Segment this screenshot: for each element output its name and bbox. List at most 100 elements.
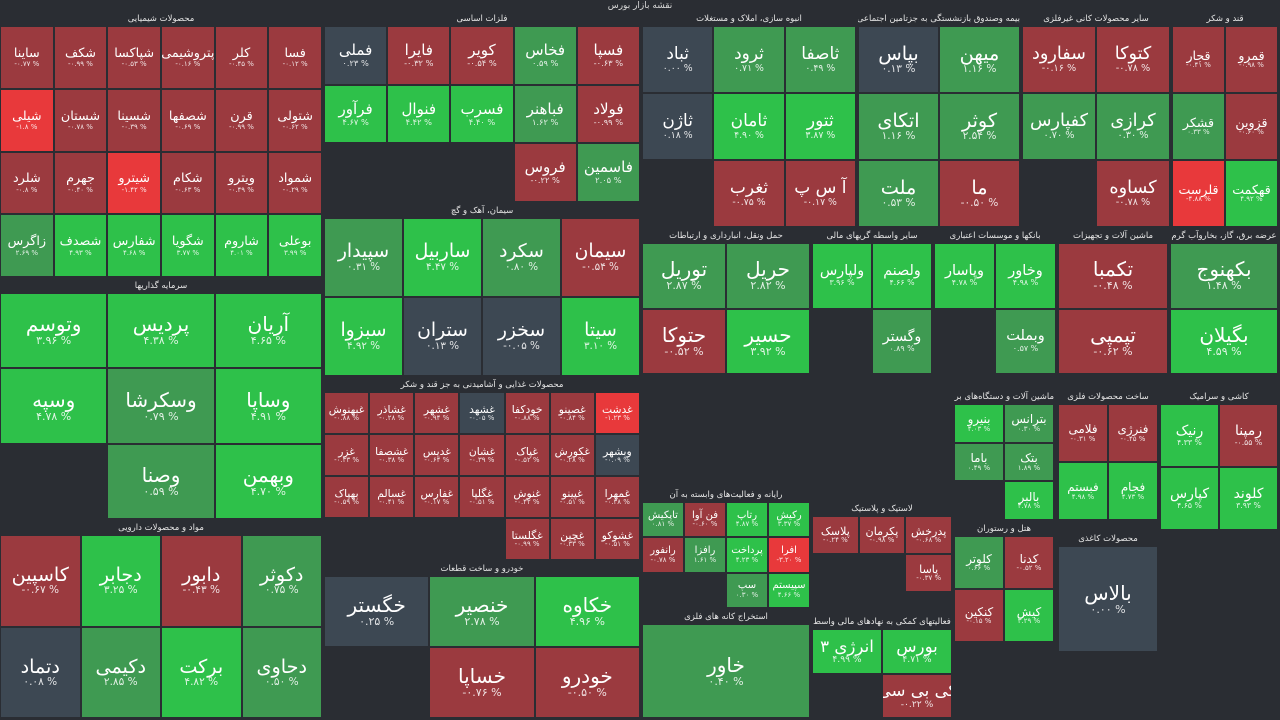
stock-tile[interactable]: بترانس ۰.۳۰ % (1004, 404, 1054, 443)
stock-tile[interactable]: بهپاک -۰.۵۹ % (324, 476, 370, 518)
stock-tile[interactable]: کفپارس ۰.۷۰ % (1022, 93, 1096, 160)
stock-tile[interactable]: انرژی ۳ ۴.۹۹ % (812, 629, 882, 674)
stock-tile[interactable]: غمهرا -۰.۳۸ % (594, 476, 640, 518)
stock-tile[interactable]: غپاک -۰.۵۲ % (504, 434, 550, 476)
stock-tile[interactable]: غشوکو -۰.۵۱ % (594, 518, 640, 560)
stock-tile[interactable]: وگستر ۰.۸۹ % (872, 308, 932, 374)
stock-tile[interactable]: رمپنا -۰.۵۵ % (1219, 404, 1278, 467)
stock-tile[interactable]: دتماد ۰.۰۸ % (0, 626, 81, 718)
stock-tile[interactable]: بتک ۱.۸۹ % (1004, 442, 1054, 482)
stock-tile[interactable]: شکف -۰.۹۹ % (53, 26, 108, 89)
stock-tile[interactable]: سیمان -۰.۵۴ % (561, 218, 640, 297)
stock-tile[interactable]: خکاوه ۴.۹۶ % (534, 576, 640, 647)
stock-tile[interactable]: بنیرو ۴.۰۳ % (954, 404, 1004, 443)
stock-tile[interactable]: کساوه -۰.۷۸ % (1096, 160, 1170, 227)
stock-tile[interactable]: ویترو -۰.۴۹ % (214, 151, 269, 215)
stock-tile[interactable]: شیلی -۱.۸ % (0, 88, 54, 152)
stock-tile[interactable]: حریل ۲.۸۲ % (726, 243, 810, 309)
stock-tile[interactable]: غدیس -۰.۶۴ % (414, 434, 460, 476)
stock-tile[interactable]: ولصنم ۴.۶۶ % (872, 243, 932, 309)
stock-tile[interactable]: خساپا -۰.۷۶ % (429, 647, 535, 718)
stock-tile[interactable]: توریل ۲.۸۷ % (642, 243, 726, 309)
stock-tile[interactable]: افرا -۳.۲۰ % (768, 537, 810, 573)
stock-tile[interactable]: غگلستا -۰.۹۹ % (504, 518, 550, 560)
stock-tile[interactable]: شیترو -۱.۴۲ % (107, 151, 161, 215)
stock-tile[interactable]: فن آوا -۰.۶۰ % (684, 502, 726, 538)
stock-tile[interactable]: بگیلان ۴.۵۹ % (1170, 308, 1278, 374)
stock-tile[interactable]: پاسا -۰.۳۷ % (905, 554, 952, 592)
stock-tile[interactable]: قزوین -۰.۶۰ % (1225, 93, 1278, 160)
stock-tile[interactable]: غشاذر -۰.۲۸ % (369, 392, 415, 434)
stock-tile[interactable]: غدشت -۱.۲۳ % (594, 392, 640, 434)
stock-tile[interactable]: سبزوا ۴.۹۲ % (324, 297, 403, 376)
stock-tile[interactable]: غسالم -۰.۴۱ % (369, 476, 415, 518)
stock-tile[interactable]: قلرست -۴.۸۸ % (1172, 160, 1225, 227)
stock-tile[interactable]: وپاسار ۴.۷۸ % (934, 243, 995, 309)
stock-tile[interactable]: وبهمن ۴.۷۰ % (214, 443, 322, 519)
stock-tile[interactable]: وخاور ۴.۹۸ % (995, 243, 1056, 309)
stock-tile[interactable]: غچین -۰.۳۳ % (549, 518, 595, 560)
stock-tile[interactable]: رنیک ۴.۳۳ % (1160, 404, 1219, 467)
stock-tile[interactable]: ملت ۰.۵۳ % (858, 160, 939, 227)
stock-tile[interactable]: غبهنوش -۰.۸۸ % (324, 392, 370, 434)
stock-tile[interactable]: پرداخت ۴.۲۳ % (726, 537, 768, 573)
stock-tile[interactable]: فبستم ۴.۹۸ % (1058, 462, 1108, 520)
stock-tile[interactable]: فسا -۰.۱۲ % (268, 26, 322, 89)
stock-tile[interactable]: قمرو -۰.۹۸ % (1225, 26, 1278, 93)
stock-tile[interactable]: غنوش -۰.۴۲ % (504, 476, 550, 518)
stock-tile[interactable]: دکوثر ۰.۷۵ % (241, 535, 322, 627)
stock-tile[interactable]: قرن -۰.۹۹ % (214, 88, 269, 152)
stock-tile[interactable]: ثاژن ۰.۱۸ % (642, 93, 714, 160)
stock-tile[interactable]: دابور -۰.۴۳ % (161, 535, 242, 627)
stock-tile[interactable]: شگویا ۳.۷۷ % (161, 214, 215, 277)
stock-tile[interactable]: حتوکا -۰.۵۲ % (642, 308, 726, 374)
stock-tile[interactable]: کدنا -۰.۵۲ % (1004, 536, 1054, 589)
stock-tile[interactable]: بورس ۴.۷۱ % (882, 629, 952, 674)
stock-tile[interactable]: فملی ۰.۲۳ % (324, 26, 388, 85)
stock-tile[interactable]: ثاصفا ۰.۴۹ % (784, 26, 856, 93)
stock-tile[interactable]: سپیدار ۰.۳۱ % (324, 218, 403, 297)
stock-tile[interactable]: غشان -۰.۳۹ % (459, 434, 505, 476)
stock-tile[interactable]: خگستر ۰.۲۵ % (324, 576, 430, 647)
stock-tile[interactable]: بالبر ۴.۷۸ % (1004, 481, 1054, 520)
stock-tile[interactable]: شلرد -۰.۸ % (0, 151, 54, 215)
stock-tile[interactable]: کلوتر ۰.۶۶ % (954, 536, 1004, 589)
stock-tile[interactable]: شاروم ۴.۰۱ % (214, 214, 269, 277)
stock-tile[interactable]: وسپه ۴.۷۸ % (0, 368, 108, 444)
stock-tile[interactable]: پکرمان -۰.۹۸ % (858, 516, 906, 554)
stock-tile[interactable]: آریان ۴.۶۵ % (214, 293, 322, 369)
stock-tile[interactable]: شفارس ۴.۶۸ % (107, 214, 161, 277)
stock-tile[interactable]: فسرب ۴.۴۰ % (450, 84, 514, 144)
stock-tile[interactable]: آ س پ -۰.۱۷ % (784, 160, 856, 227)
stock-tile[interactable]: کاسپین -۰.۶۷ % (0, 535, 81, 627)
stock-tile[interactable]: کوثر ۲.۵۴ % (939, 93, 1020, 160)
stock-tile[interactable]: پتروشیمی -۰.۱۶ % (161, 26, 215, 89)
stock-tile[interactable]: غشصفا -۰.۳۸ % (369, 434, 415, 476)
stock-tile[interactable]: سیتا ۳.۱۰ % (561, 297, 640, 376)
stock-tile[interactable]: وصنا ۰.۵۹ % (107, 443, 215, 519)
stock-tile[interactable]: شسینا -۰.۳۹ % (107, 88, 161, 152)
stock-tile[interactable]: سکرد ۰.۸۰ % (482, 218, 561, 297)
stock-tile[interactable]: غصینو -۰.۸۴ % (549, 392, 595, 434)
stock-tile[interactable]: برکت ۴.۸۲ % (161, 626, 242, 718)
stock-tile[interactable]: رانفور -۰.۷۸ % (642, 537, 684, 573)
stock-tile[interactable]: کتوکا -۰.۷۸ % (1096, 26, 1170, 93)
stock-tile[interactable]: شصدف ۴.۹۳ % (53, 214, 108, 277)
stock-tile[interactable]: تپمپی -۰.۶۲ % (1058, 308, 1168, 374)
stock-tile[interactable]: سخزر -۰.۰۵ % (482, 297, 561, 376)
stock-tile[interactable]: پردیس ۴.۳۸ % (107, 293, 215, 369)
stock-tile[interactable]: وبشهر -۰.۰۹ % (594, 434, 640, 476)
stock-tile[interactable]: دحاوی ۰.۵۰ % (241, 626, 322, 718)
stock-tile[interactable]: خنصیر ۲.۷۸ % (429, 576, 535, 647)
stock-tile[interactable]: حسیر ۳.۹۲ % (726, 308, 810, 374)
stock-tile[interactable]: جهرم -۰.۴۰ % (53, 151, 108, 215)
stock-tile[interactable]: غزر -۰.۳۳ % (324, 434, 370, 476)
stock-tile[interactable]: ساینا -۰.۷۷ % (0, 26, 54, 89)
stock-tile[interactable]: فلامی -۰.۳۱ % (1058, 404, 1108, 462)
stock-tile[interactable]: فنوال ۴.۴۲ % (387, 84, 451, 144)
stock-tile[interactable]: کنکین -۰.۱۵ % (954, 589, 1004, 642)
stock-tile[interactable]: باما ۰.۴۹ % (954, 442, 1004, 482)
stock-tile[interactable]: رافزا ۱.۶۱ % (684, 537, 726, 573)
stock-tile[interactable]: فنرژی -۰.۴۵ % (1108, 404, 1158, 462)
stock-tile[interactable]: ولپارس ۳.۹۶ % (812, 243, 872, 309)
